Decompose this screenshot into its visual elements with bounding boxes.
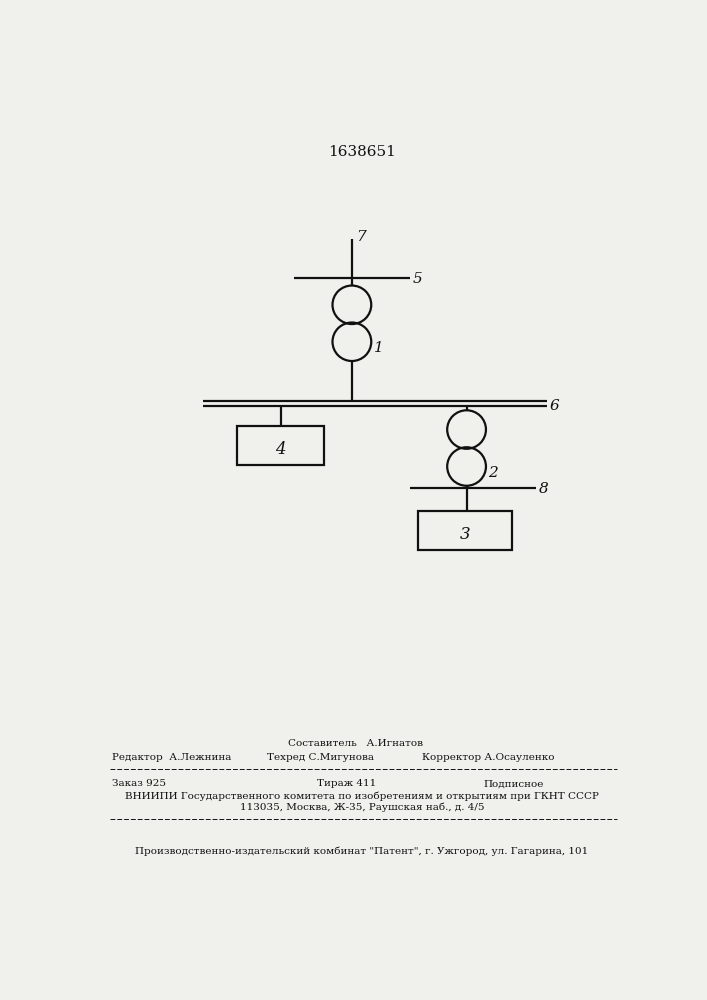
Text: 8: 8 xyxy=(539,482,549,496)
Text: 1638651: 1638651 xyxy=(328,145,396,159)
Text: Корректор А.Осауленко: Корректор А.Осауленко xyxy=(421,753,554,762)
Text: 1: 1 xyxy=(373,341,383,355)
Text: Техред С.Мигунова: Техред С.Мигунова xyxy=(267,753,373,762)
Text: 2: 2 xyxy=(489,466,498,480)
Text: Подписное: Подписное xyxy=(484,779,544,788)
Text: Редактор  А.Лежнина: Редактор А.Лежнина xyxy=(112,753,231,762)
Text: 6: 6 xyxy=(549,399,559,413)
Text: Составитель   А.Игнатов: Составитель А.Игнатов xyxy=(288,739,423,748)
Text: 3: 3 xyxy=(460,526,470,543)
Text: 7: 7 xyxy=(356,230,366,244)
Bar xyxy=(237,426,324,465)
Bar xyxy=(418,511,513,550)
Text: Заказ 925: Заказ 925 xyxy=(112,779,165,788)
Text: ВНИИПИ Государственного комитета по изобретениям и открытиям при ГКНТ СССР: ВНИИПИ Государственного комитета по изоб… xyxy=(125,791,599,801)
Text: Тираж 411: Тираж 411 xyxy=(317,779,376,788)
Text: Производственно-издательский комбинат "Патент", г. Ужгород, ул. Гагарина, 101: Производственно-издательский комбинат "П… xyxy=(135,847,588,856)
Text: 5: 5 xyxy=(412,272,422,286)
Text: 4: 4 xyxy=(275,441,286,458)
Text: 113035, Москва, Ж-35, Раушская наб., д. 4/5: 113035, Москва, Ж-35, Раушская наб., д. … xyxy=(240,803,484,812)
